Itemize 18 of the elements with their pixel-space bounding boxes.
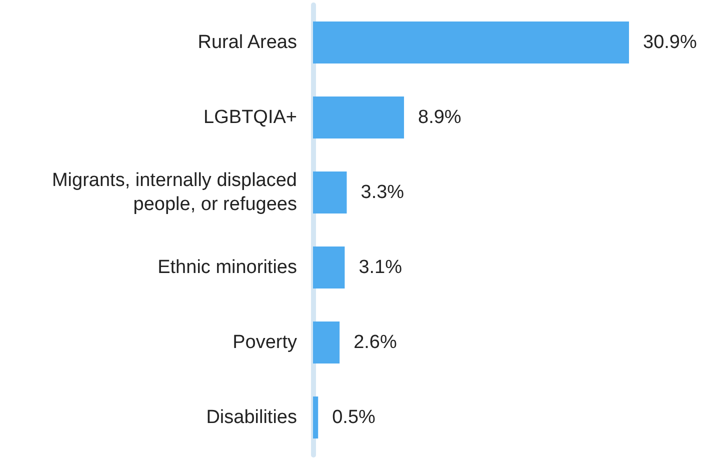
y-tick-label: Rural Areas xyxy=(198,32,297,53)
data-label: 3.3% xyxy=(360,182,404,203)
data-label: 0.5% xyxy=(332,407,376,428)
bar xyxy=(313,246,345,288)
data-label: 3.1% xyxy=(358,257,402,278)
y-tick-label: Poverty xyxy=(232,332,298,353)
y-tick-label: Disabilities xyxy=(206,407,297,428)
data-label: 30.9% xyxy=(643,32,697,53)
data-label: 2.6% xyxy=(354,332,397,353)
data-label: 8.9% xyxy=(418,107,462,128)
y-tick-label: Ethnic minorities xyxy=(158,257,297,278)
y-tick-label: Migrants, internally displaced people, or refugees xyxy=(52,170,297,215)
bar xyxy=(313,22,629,64)
bar xyxy=(313,322,340,364)
bar xyxy=(313,172,347,214)
bar xyxy=(313,396,318,438)
y-tick-label: LGBTQIA+ xyxy=(204,107,297,128)
bar xyxy=(313,96,404,138)
